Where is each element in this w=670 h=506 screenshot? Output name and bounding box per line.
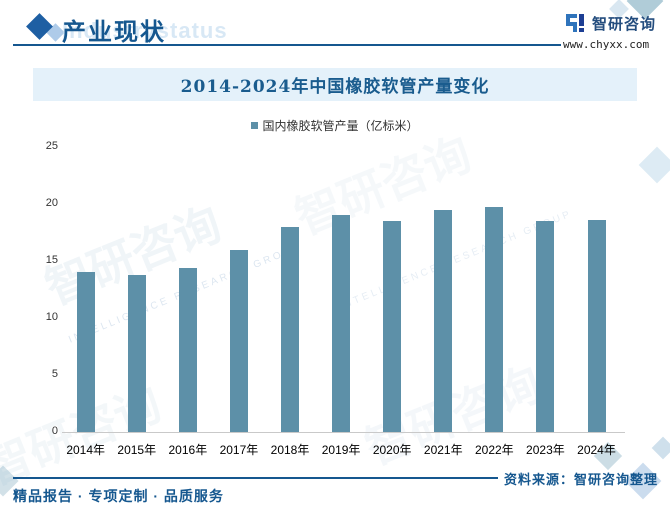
bar <box>383 221 402 432</box>
watermark-diamond <box>593 441 623 471</box>
bar <box>229 249 248 432</box>
x-axis-category-label: 2019年 <box>321 443 361 457</box>
bar <box>332 215 351 432</box>
header-watermark: Industrystatus <box>62 18 228 43</box>
bar <box>76 272 95 432</box>
watermark-text: 智研咨询 <box>38 197 229 315</box>
y-axis-tick-label: 5 <box>51 368 58 380</box>
watermark-text: INTELLIGENCE RESEARCH GROUP <box>67 241 304 346</box>
bar <box>281 226 300 432</box>
chart-legend: 国内橡胶软管产量（亿标米） <box>33 117 637 134</box>
x-axis-category-label: 2018年 <box>270 443 310 457</box>
x-axis-category-label: 2020年 <box>372 443 412 457</box>
x-axis-category-label: 2022年 <box>474 443 514 457</box>
brand-block: 智研咨询 www.chyxx.com <box>563 11 663 51</box>
x-axis-category-label: 2017年 <box>219 443 259 457</box>
x-axis-category-label: 2023年 <box>526 443 565 457</box>
page-title: 产业现状 <box>62 19 166 46</box>
x-axis-category-label: 2021年 <box>423 443 463 457</box>
brand-name: 智研咨询 <box>592 15 657 33</box>
chart-title-band: 2014-2024年中国橡胶软管产量变化 <box>33 68 637 101</box>
footer-slogan: 精品报告 · 专项定制 · 品质服务 <box>13 488 224 504</box>
y-axis-tick-label: 0 <box>51 425 58 437</box>
bar <box>434 209 453 432</box>
bar <box>485 207 504 432</box>
legend-marker-icon <box>251 122 259 129</box>
watermark-diamond <box>651 436 670 460</box>
y-axis-tick-label: 25 <box>45 140 58 152</box>
x-axis-category-label: 2024年 <box>577 443 616 457</box>
bar <box>178 267 197 432</box>
y-axis-tick-label: 20 <box>45 197 58 209</box>
bar <box>536 221 555 432</box>
watermark-text: 智研咨询 <box>358 357 549 475</box>
x-axis-line <box>62 432 625 433</box>
watermark-text: 智研咨询 <box>288 127 479 245</box>
header-divider <box>13 44 561 46</box>
chart-title: 2014-2024年中国橡胶软管产量变化 <box>180 77 490 97</box>
x-axis-category-label: 2015年 <box>117 443 157 457</box>
bar <box>127 274 146 432</box>
y-axis-tick-label: 10 <box>45 311 58 323</box>
brand-url: www.chyxx.com <box>563 38 650 51</box>
brand-logo-icon <box>563 11 587 35</box>
legend-label: 国内橡胶软管产量（亿标米） <box>262 119 419 133</box>
y-axis-tick-label: 15 <box>45 254 58 266</box>
x-axis-category-label: 2016年 <box>168 443 208 457</box>
footer-divider <box>13 477 498 479</box>
x-axis-category-label: 2014年 <box>66 443 106 457</box>
data-source: 资料来源：智研咨询整理 <box>503 472 658 487</box>
bar <box>587 219 606 432</box>
watermark-text: INTELLIGENCE RESEARCH GROUP <box>337 208 574 313</box>
watermark-diamond <box>638 146 670 184</box>
